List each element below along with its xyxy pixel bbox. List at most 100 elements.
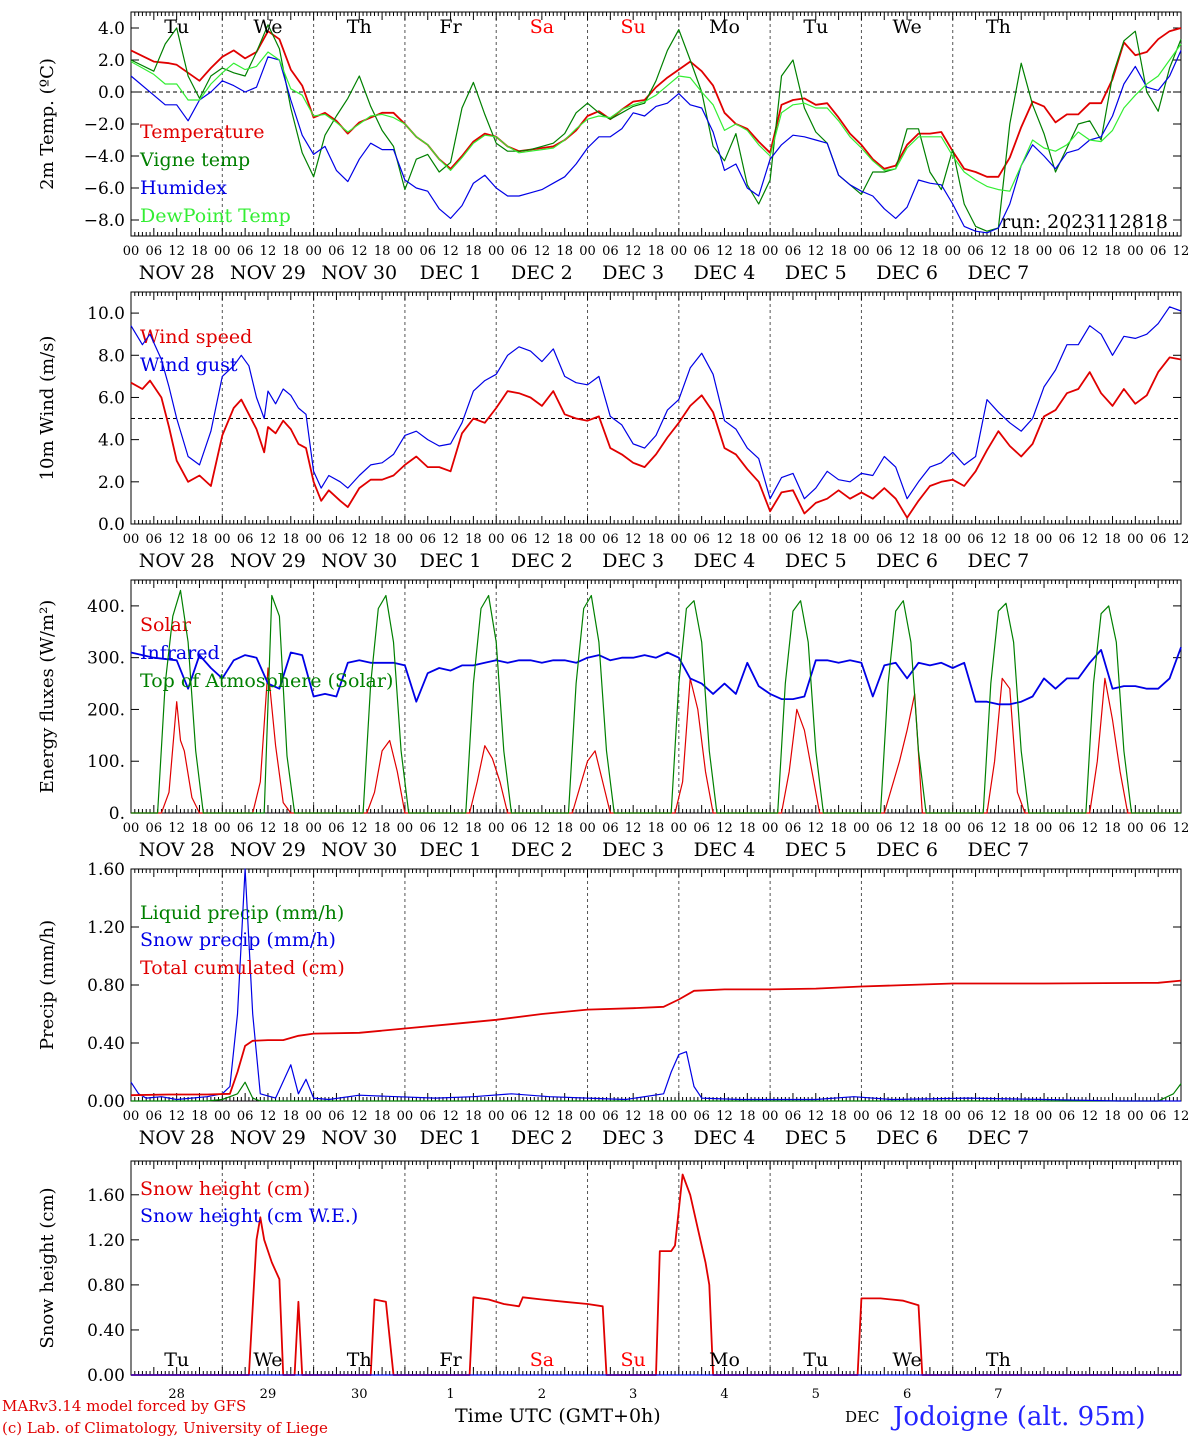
- hour-label: 06: [328, 244, 345, 259]
- hour-label: 12: [168, 244, 185, 259]
- hour-label: 12: [260, 821, 277, 836]
- hour-label: 12: [1173, 244, 1190, 259]
- hour-label: 06: [237, 821, 254, 836]
- hour-label: 00: [1127, 821, 1144, 836]
- hour-label: 12: [534, 244, 551, 259]
- hour-label: 00: [123, 532, 140, 547]
- hour-label: 18: [374, 1109, 391, 1124]
- y-tick-label: 0.00: [87, 1092, 125, 1112]
- hour-label: 00: [671, 1109, 688, 1124]
- y-tick-label: 10.0: [87, 304, 125, 324]
- weekday-label-bottom: Th: [986, 1349, 1011, 1371]
- date-label: NOV 28: [139, 839, 215, 861]
- hour-label: 18: [374, 532, 391, 547]
- hour-label: 18: [191, 532, 208, 547]
- hour-label: 06: [785, 821, 802, 836]
- hour-label: 12: [168, 821, 185, 836]
- hour-label: 06: [146, 821, 163, 836]
- hour-label: 06: [511, 532, 528, 547]
- day-number: 28: [168, 1387, 185, 1402]
- hour-label: 06: [1059, 244, 1076, 259]
- weekday-label: We: [892, 16, 921, 38]
- hour-label: 06: [146, 244, 163, 259]
- hour-label: 12: [625, 821, 642, 836]
- hour-label: 12: [1081, 1109, 1098, 1124]
- hour-label: 18: [1104, 1109, 1121, 1124]
- hour-label: 00: [305, 821, 322, 836]
- hour-label: 12: [899, 532, 916, 547]
- date-label: DEC 2: [511, 1127, 573, 1149]
- day-number: 4: [720, 1387, 728, 1402]
- hour-label: 18: [556, 244, 573, 259]
- hour-label: 06: [1150, 1109, 1167, 1124]
- hour-label: 00: [1127, 532, 1144, 547]
- y-tick-label: 6.0: [98, 388, 125, 408]
- date-label: NOV 28: [139, 1127, 215, 1149]
- day-number: 2: [538, 1387, 546, 1402]
- hour-label: 18: [465, 1109, 482, 1124]
- y-tick-label: 100.: [87, 752, 125, 772]
- hour-label: 00: [305, 244, 322, 259]
- hour-label: 06: [237, 532, 254, 547]
- date-label: NOV 30: [321, 550, 397, 572]
- y-tick-label: 0.: [109, 804, 125, 824]
- hour-label: 00: [579, 1109, 596, 1124]
- legend-entry: Snow height (cm): [140, 1178, 310, 1200]
- date-label: DEC 5: [785, 839, 847, 861]
- hour-label: 06: [328, 821, 345, 836]
- hour-label: 12: [442, 1109, 459, 1124]
- hour-label: 12: [260, 532, 277, 547]
- hour-label: 12: [899, 1109, 916, 1124]
- hour-label: 00: [1127, 1109, 1144, 1124]
- hour-label: 12: [899, 244, 916, 259]
- hour-label: 06: [876, 532, 893, 547]
- hour-label: 00: [579, 821, 596, 836]
- hour-label: 18: [283, 244, 300, 259]
- hour-label: 00: [214, 244, 231, 259]
- station-name: Jodoigne (alt. 95m): [893, 1402, 1146, 1432]
- series-line: [130, 306, 1182, 500]
- hour-label: 12: [625, 532, 642, 547]
- hour-label: 00: [944, 532, 961, 547]
- hour-label: 06: [693, 1109, 710, 1124]
- date-label: DEC 7: [968, 1127, 1030, 1149]
- hour-label: 06: [602, 244, 619, 259]
- hour-label: 06: [146, 532, 163, 547]
- legend-entry: Total cumulated (cm): [140, 957, 345, 979]
- weekday-label-bottom: Mo: [709, 1349, 740, 1371]
- legend-entry: Solar: [140, 614, 192, 636]
- hour-label: 18: [922, 532, 939, 547]
- hour-label: 12: [168, 1109, 185, 1124]
- date-label: DEC 1: [420, 839, 482, 861]
- hour-label: 12: [716, 1109, 733, 1124]
- hour-label: 00: [488, 244, 505, 259]
- hour-label: 12: [990, 1109, 1007, 1124]
- date-label: DEC 3: [602, 550, 664, 572]
- hour-label: 18: [374, 821, 391, 836]
- date-label: DEC 1: [420, 262, 482, 284]
- hour-label: 12: [990, 821, 1007, 836]
- hour-label: 00: [488, 1109, 505, 1124]
- hour-label: 00: [853, 821, 870, 836]
- y-tick-label: 4.0: [98, 19, 125, 39]
- hour-label: 18: [1013, 244, 1030, 259]
- hour-label: 06: [237, 1109, 254, 1124]
- y-tick-label: 0.0: [98, 515, 125, 535]
- weekday-label: Th: [347, 16, 372, 38]
- weekday-label: Su: [621, 16, 646, 38]
- hour-label: 18: [648, 1109, 665, 1124]
- hour-label: 12: [534, 821, 551, 836]
- hour-label: 06: [967, 244, 984, 259]
- y-tick-label: 0.80: [87, 976, 125, 996]
- hour-label: 00: [397, 1109, 414, 1124]
- hour-label: 06: [1059, 821, 1076, 836]
- legend-entry: Vigne temp: [139, 149, 250, 171]
- date-label: DEC 1: [420, 550, 482, 572]
- hour-label: 12: [716, 532, 733, 547]
- y-axis-label: 2m Temp. (ºC): [37, 58, 58, 190]
- hour-label: 12: [808, 244, 825, 259]
- hour-label: 06: [419, 532, 436, 547]
- hour-label: 00: [762, 244, 779, 259]
- y-axis-label: Snow height (cm): [37, 1187, 58, 1348]
- hour-label: 18: [922, 244, 939, 259]
